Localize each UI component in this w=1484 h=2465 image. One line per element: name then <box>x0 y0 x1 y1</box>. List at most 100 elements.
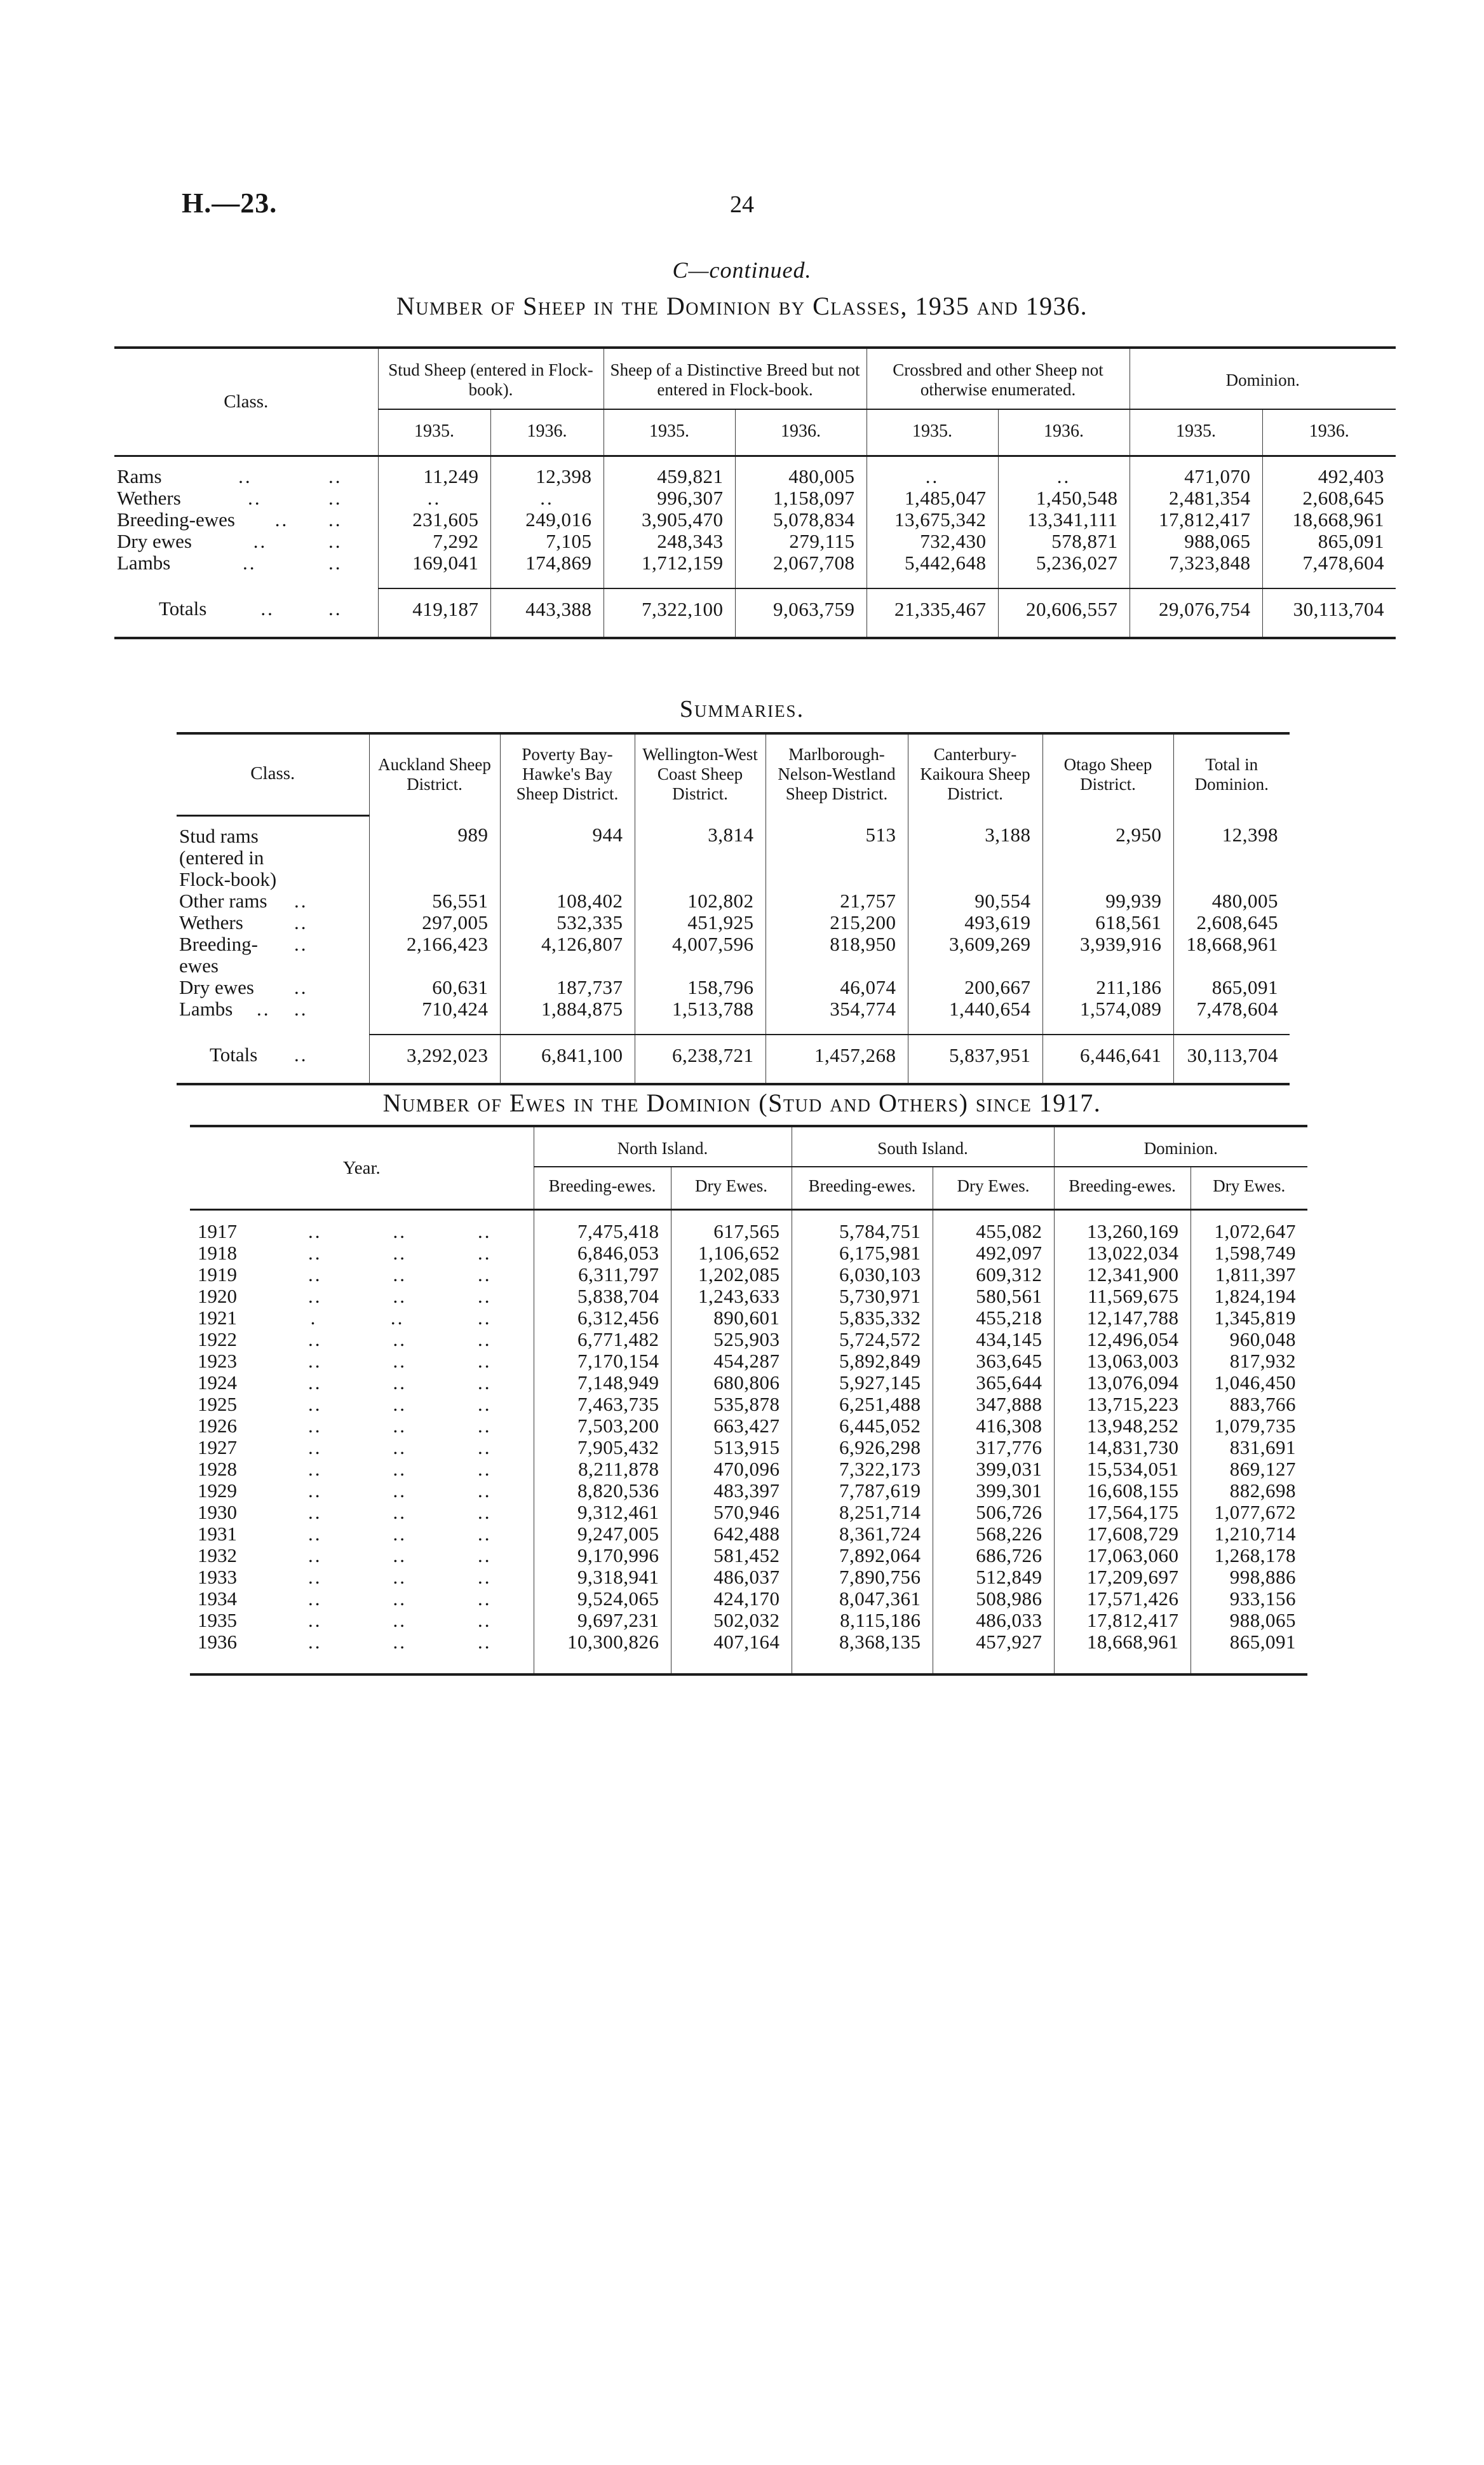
row-label-cell: Totals.... <box>114 588 378 638</box>
dot-leader: .. <box>393 1393 407 1415</box>
summaries-table-header: Class. Auckland Sheep District. Poverty … <box>177 733 1290 817</box>
dot-leader: .. <box>256 997 271 1020</box>
dot-leader: .. <box>478 1587 492 1610</box>
value-cell: 1,440,654 <box>907 998 1042 1035</box>
dot-leader: .. <box>308 1609 322 1631</box>
dot-leader: .. <box>308 1415 322 1437</box>
value-cell: 883,766 <box>1190 1394 1308 1415</box>
value-cell: 8,368,135 <box>791 1631 933 1674</box>
value-cell: 13,260,169 <box>1053 1209 1191 1242</box>
value-cell: 16,608,155 <box>1053 1480 1191 1502</box>
value-cell: 492,403 <box>1262 456 1396 487</box>
summaries-table-body: Stud rams (entered in Flock-book) 989 944 3… <box>177 815 1290 1035</box>
dot-leader: .. <box>393 1285 407 1307</box>
value-cell: 457,927 <box>932 1631 1055 1674</box>
value-cell: 8,820,536 <box>533 1480 671 1502</box>
value-cell: 29,076,754 <box>1129 588 1263 638</box>
row-label: Totals <box>159 597 207 620</box>
table-row: 1936...... 10,300,826 407,164 8,368,135 457,… <box>190 1631 1308 1674</box>
value-cell: 7,478,604 <box>1262 552 1396 588</box>
dot-leader: .. <box>393 1609 407 1631</box>
column-header-auckland: Auckland Sheep District. <box>368 733 500 815</box>
value-cell: 944 <box>499 815 635 890</box>
classes-table-totals: Totals.... 419,187 443,388 7,322,100 9,063,7… <box>114 588 1396 638</box>
value-cell: 12,398 <box>490 456 604 487</box>
year-header: 1936. <box>490 409 604 457</box>
dot-leader: .. <box>308 1566 322 1588</box>
value-cell: 7,905,432 <box>533 1437 671 1458</box>
dot-leader: .. <box>238 465 252 487</box>
dot-leader: .. <box>478 1263 492 1286</box>
value-cell: 532,335 <box>499 911 635 934</box>
dot-leader: .. <box>390 1307 405 1329</box>
dot-leader: .. <box>393 1458 407 1480</box>
dot-leader: .. <box>393 1350 407 1372</box>
year-header: 1935. <box>377 409 490 457</box>
dot-leader: .. <box>274 508 289 531</box>
value-cell: 609,312 <box>932 1264 1055 1286</box>
dot-leader: .. <box>478 1609 492 1631</box>
value-cell: 13,341,111 <box>997 509 1130 531</box>
value-cell: 7,322,100 <box>603 588 735 638</box>
value-cell: 248,343 <box>603 531 735 552</box>
value-cell: 1,210,714 <box>1190 1523 1308 1545</box>
value-cell: 317,776 <box>932 1437 1055 1458</box>
value-cell: 455,082 <box>932 1209 1055 1242</box>
value-cell: 20,606,557 <box>997 588 1130 638</box>
value-cell: 831,691 <box>1190 1437 1308 1458</box>
row-label-cell: Dry ewes.. <box>177 976 369 998</box>
column-header-year: Year. <box>190 1126 534 1211</box>
value-cell: 7,322,173 <box>791 1458 933 1480</box>
row-label-cell: Other rams.. <box>177 890 369 912</box>
row-label: 1934 <box>198 1587 237 1610</box>
dot-leader: .. <box>253 530 267 552</box>
value-cell: 5,838,704 <box>533 1286 671 1307</box>
value-cell: 7,890,756 <box>791 1566 933 1588</box>
value-cell: 1,046,450 <box>1190 1372 1308 1394</box>
table1-title: Number of Sheep in the Dominion by Class… <box>396 292 1088 320</box>
value-cell: 365,644 <box>932 1372 1055 1394</box>
dot-leader: .. <box>477 1307 492 1329</box>
value-cell: 1,243,633 <box>670 1286 792 1307</box>
value-cell: 7,503,200 <box>533 1415 671 1437</box>
column-header-class: Class. <box>114 348 378 457</box>
dot-leader: .. <box>308 1350 322 1372</box>
value-cell: 8,361,724 <box>791 1523 933 1545</box>
table-row: Lambs.... 169,041 174,869 1,712,159 2,067,70… <box>114 552 1396 588</box>
table-row: Wethers.. 297,005 532,335 451,925 215,200 493… <box>177 911 1290 934</box>
value-cell: 617,565 <box>670 1209 792 1242</box>
value-cell: 4,126,807 <box>499 933 635 977</box>
row-label-cell: Lambs.... <box>177 998 369 1035</box>
value-cell: 3,188 <box>907 815 1042 890</box>
value-cell: 865,091 <box>1173 976 1290 998</box>
value-cell: 6,030,103 <box>791 1264 933 1286</box>
nil-value-cell: .. <box>997 456 1130 487</box>
value-cell: 18,668,961 <box>1053 1631 1191 1674</box>
totals-row: Totals.... 419,187 443,388 7,322,100 9,063,7… <box>114 588 1396 638</box>
value-cell: 399,301 <box>932 1480 1055 1502</box>
row-label: 1931 <box>198 1523 237 1545</box>
value-cell: 46,074 <box>765 976 908 998</box>
row-label-cell: 1923...... <box>190 1350 534 1372</box>
table-row: 1932...... 9,170,996 581,452 7,892,064 686,7… <box>190 1545 1308 1566</box>
row-label-cell: Rams.... <box>114 456 378 488</box>
row-label: Lambs <box>179 997 233 1020</box>
value-cell: 18,668,961 <box>1262 509 1396 531</box>
classes-table-body: Rams.... 11,249 12,398 459,821 480,005.... 47… <box>114 456 1396 588</box>
value-cell: 680,806 <box>670 1372 792 1394</box>
value-cell: 108,402 <box>499 890 635 912</box>
value-cell: 12,147,788 <box>1053 1307 1191 1329</box>
row-label-cell: 1936...... <box>190 1631 534 1674</box>
dot-leader: .. <box>308 1631 322 1653</box>
value-cell: 6,312,456 <box>533 1307 671 1329</box>
table-row: Other rams.. 56,551 108,402 102,802 21,757 90… <box>177 890 1290 912</box>
value-cell: 1,598,749 <box>1190 1242 1308 1264</box>
table-row: 1919...... 6,311,797 1,202,085 6,030,103 609… <box>190 1263 1308 1286</box>
value-cell: 6,841,100 <box>499 1033 635 1084</box>
dot-leader: .. <box>294 997 308 1020</box>
table-row: 1917...... 7,475,418 617,565 5,784,751 455,0… <box>190 1209 1308 1242</box>
column-header-dry-ewes: Dry Ewes. <box>932 1167 1055 1211</box>
year-header: 1935. <box>603 409 735 457</box>
row-label: 1928 <box>198 1458 237 1480</box>
